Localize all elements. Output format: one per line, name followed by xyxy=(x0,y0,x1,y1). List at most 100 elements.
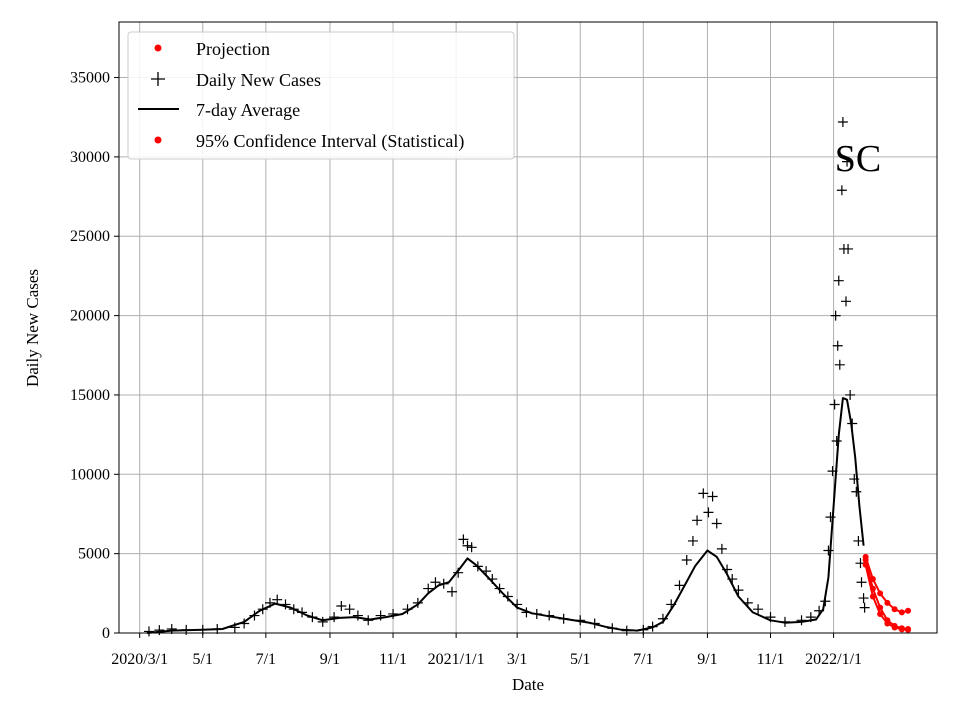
legend-entry-projection: Projection xyxy=(154,39,270,59)
y-tick-label: 30000 xyxy=(70,149,110,166)
daily-new-cases-point xyxy=(831,435,842,446)
series-layer xyxy=(143,116,912,637)
daily-new-cases-point xyxy=(388,608,399,619)
legend-label-7-day-average: 7-day Average xyxy=(196,100,300,120)
daily-new-cases-point xyxy=(647,621,658,632)
daily-new-cases-point xyxy=(375,610,386,621)
daily-new-cases-point xyxy=(502,591,513,602)
x-tick-label: 2021/1/1 xyxy=(428,651,485,668)
legend-marker-projection xyxy=(154,44,162,52)
daily-new-cases-point xyxy=(845,389,856,400)
x-tick-label: 3/1 xyxy=(507,651,527,668)
x-tick-label: 9/1 xyxy=(320,651,340,668)
x-tick-label: 7/1 xyxy=(256,651,276,668)
legend-marker-confidence-interval xyxy=(154,136,162,144)
daily-new-cases-point xyxy=(336,601,347,612)
daily-new-cases-point xyxy=(257,604,268,615)
y-tick-label: 10000 xyxy=(70,466,110,483)
daily-new-cases-point xyxy=(264,597,275,608)
daily-new-cases-point xyxy=(796,615,807,626)
daily-new-cases-point xyxy=(733,585,744,596)
legend-entry-7-day-average: 7-day Average xyxy=(138,100,300,120)
daily-new-cases-point xyxy=(352,610,363,621)
legend-label-daily-new-cases: Daily New Cases xyxy=(196,70,321,90)
daily-new-cases-point xyxy=(280,599,291,610)
daily-new-cases-point xyxy=(833,275,844,286)
daily-new-cases-point xyxy=(607,623,618,634)
daily-new-cases-point xyxy=(531,608,542,619)
daily-new-cases-point xyxy=(836,185,847,196)
legend-label-confidence-interval: 95% Confidence Interval (Statistical) xyxy=(196,131,464,152)
x-tick-label: 2022/1/1 xyxy=(805,651,862,668)
daily-new-cases-point xyxy=(834,359,845,370)
daily-new-cases-point xyxy=(722,564,733,575)
daily-new-cases-point xyxy=(843,243,854,254)
x-tick-label: 7/1 xyxy=(633,651,653,668)
daily-new-cases-point xyxy=(825,512,836,523)
daily-new-cases-point xyxy=(727,574,738,585)
x-tick-label: 11/1 xyxy=(379,651,407,668)
legend-entry-daily-new-cases: Daily New Cases xyxy=(151,70,321,90)
y-tick-label: 0 xyxy=(102,625,110,642)
daily-new-cases-point xyxy=(453,567,464,578)
daily-new-cases-point xyxy=(711,518,722,529)
daily-new-cases-point xyxy=(288,604,299,615)
daily-new-cases-point xyxy=(827,466,838,477)
daily-new-cases-point xyxy=(707,491,718,502)
y-tick-label: 15000 xyxy=(70,387,110,404)
y-tick-label: 35000 xyxy=(70,70,110,87)
daily-new-cases-point xyxy=(842,156,853,167)
daily-new-cases-point xyxy=(666,599,677,610)
daily-new-cases-point xyxy=(681,554,692,565)
confidence-upper-line-point xyxy=(862,553,869,560)
daily-new-cases-point xyxy=(472,561,483,572)
daily-new-cases-point xyxy=(716,543,727,554)
daily-new-cases-point xyxy=(832,340,843,351)
daily-new-cases-point xyxy=(317,616,328,627)
y-tick-label: 5000 xyxy=(78,546,110,563)
y-tick-label: 25000 xyxy=(70,228,110,245)
daily-new-cases-point xyxy=(481,566,492,577)
daily-new-cases-point xyxy=(143,626,154,637)
confidence-upper-line-point xyxy=(869,576,876,583)
confidence-lower-line-point xyxy=(877,610,884,617)
daily-new-cases-point xyxy=(692,515,703,526)
x-tick-label: 11/1 xyxy=(757,651,785,668)
confidence-lower-line-point xyxy=(884,620,891,627)
legend-label-projection: Projection xyxy=(196,39,270,59)
daily-new-cases-point xyxy=(344,604,355,615)
y-axis-label: Daily New Cases xyxy=(23,269,42,387)
daily-new-cases-point xyxy=(621,625,632,636)
daily-new-cases-point xyxy=(512,599,523,610)
daily-new-cases-point xyxy=(703,507,714,518)
daily-new-cases-point xyxy=(458,534,469,545)
daily-new-cases-point xyxy=(805,612,816,623)
confidence-upper-line-point xyxy=(884,599,891,606)
x-axis-label: Date xyxy=(512,675,544,694)
daily-new-cases-point xyxy=(249,610,260,621)
confidence-upper-line-point xyxy=(898,609,905,616)
daily-new-cases-point xyxy=(698,488,709,499)
daily-new-cases-point xyxy=(272,594,283,605)
plot-frame xyxy=(118,21,938,634)
daily-new-cases-point xyxy=(166,624,177,635)
daily-new-cases-point xyxy=(840,296,851,307)
daily-new-cases-point xyxy=(657,613,668,624)
daily-new-cases-point xyxy=(674,580,685,591)
daily-new-cases-point xyxy=(830,310,841,321)
daily-new-cases-point xyxy=(814,605,825,616)
daily-new-cases-point xyxy=(329,612,340,623)
daily-new-cases-point xyxy=(423,583,434,594)
legend-entry-confidence-interval: 95% Confidence Interval (Statistical) xyxy=(154,131,464,152)
daily-new-cases-point xyxy=(837,116,848,127)
daily-new-cases-point xyxy=(446,586,457,597)
daily-new-cases-point xyxy=(753,604,764,615)
annotation-label: SC xyxy=(835,138,881,180)
daily-new-cases-point xyxy=(742,597,753,608)
legend-box xyxy=(127,31,515,160)
x-tick-label: 5/1 xyxy=(193,651,213,668)
daily-new-cases-point xyxy=(402,604,413,615)
daily-new-cases-point xyxy=(849,474,860,485)
daily-new-cases-point xyxy=(239,618,250,629)
